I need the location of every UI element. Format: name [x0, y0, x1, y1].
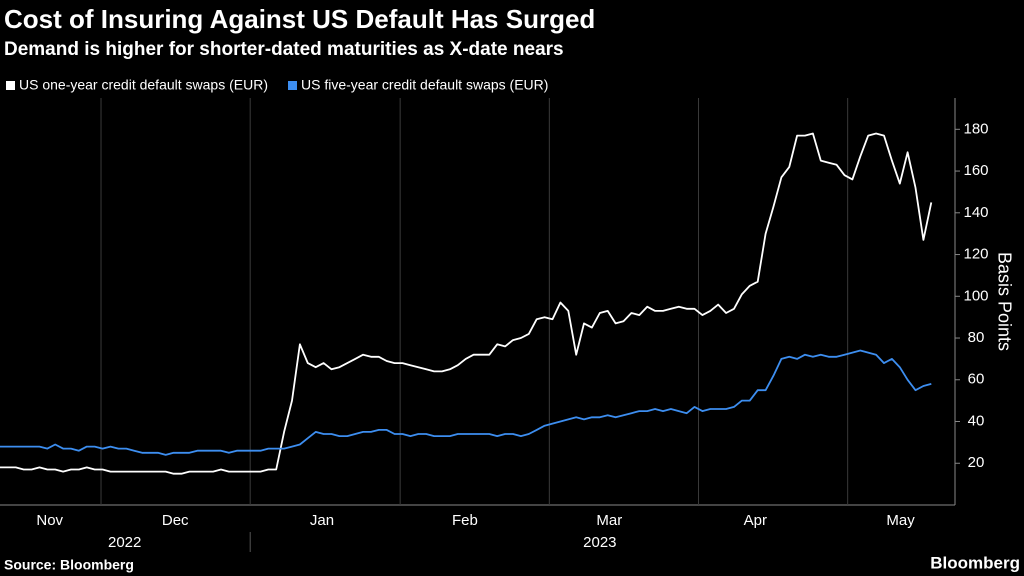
legend-label: US five-year credit default swaps (EUR): [301, 77, 548, 93]
series-line: [0, 349, 932, 456]
legend-swatch: [288, 81, 297, 90]
y-tick-label: 160: [963, 162, 988, 179]
x-tick-label: Nov: [36, 512, 63, 529]
x-tick-label: Apr: [744, 512, 767, 529]
year-label: 2022: [108, 534, 141, 551]
chart-title: Cost of Insuring Against US Default Has …: [4, 4, 595, 34]
y-tick-label: 40: [968, 412, 985, 429]
y-tick-label: 80: [968, 329, 985, 346]
x-tick-label: Dec: [162, 512, 189, 529]
y-tick-label: 60: [968, 371, 985, 388]
y-tick-label: 180: [963, 120, 988, 137]
x-tick-label: Jan: [310, 512, 334, 529]
y-tick-label: 140: [963, 204, 988, 221]
legend-swatch: [6, 81, 15, 90]
y-axis-label: Basis Points: [994, 252, 1014, 351]
y-tick-label: 100: [963, 287, 988, 304]
y-tick-label: 120: [963, 246, 988, 263]
brand: Bloomberg: [930, 553, 1020, 572]
legend-label: US one-year credit default swaps (EUR): [19, 77, 268, 93]
x-tick-label: May: [886, 512, 915, 529]
y-tick-label: 20: [968, 454, 985, 471]
chart-subtitle: Demand is higher for shorter-dated matur…: [4, 39, 564, 60]
x-tick-label: Mar: [596, 512, 622, 529]
series-line: [0, 132, 933, 475]
year-label: 2023: [583, 534, 616, 551]
x-tick-label: Feb: [452, 512, 478, 529]
legend: US one-year credit default swaps (EUR) US…: [6, 77, 548, 93]
source: Source: Bloomberg: [4, 557, 134, 573]
